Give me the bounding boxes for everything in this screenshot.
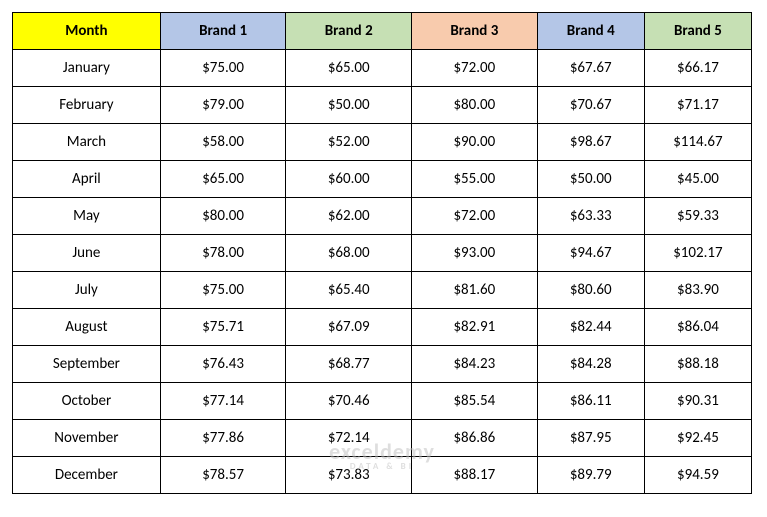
table-row: August$75.71$67.09$82.91$82.44$86.04 [13,309,752,346]
table-row: October$77.14$70.46$85.54$86.11$90.31 [13,383,752,420]
cell-b3: $85.54 [412,383,538,420]
cell-b3: $88.17 [412,457,538,494]
cell-b5: $94.59 [644,457,751,494]
cell-b1: $75.00 [160,272,286,309]
table-header-row: MonthBrand 1Brand 2Brand 3Brand 4Brand 5 [13,13,752,50]
cell-b2: $50.00 [286,87,412,124]
table-row: January$75.00$65.00$72.00$67.67$66.17 [13,50,752,87]
cell-b4: $67.67 [537,50,644,87]
cell-month: March [13,124,161,161]
table-row: May$80.00$62.00$72.00$63.33$59.33 [13,198,752,235]
cell-b4: $80.60 [537,272,644,309]
cell-b3: $90.00 [412,124,538,161]
cell-b5: $66.17 [644,50,751,87]
cell-b5: $86.04 [644,309,751,346]
table-row: September$76.43$68.77$84.23$84.28$88.18 [13,346,752,383]
cell-b5: $92.45 [644,420,751,457]
cell-b5: $83.90 [644,272,751,309]
cell-b4: $84.28 [537,346,644,383]
cell-b1: $76.43 [160,346,286,383]
cell-b4: $82.44 [537,309,644,346]
col-header-b1: Brand 1 [160,13,286,50]
cell-b3: $81.60 [412,272,538,309]
table-row: November$77.86$72.14$86.86$87.95$92.45 [13,420,752,457]
cell-month: April [13,161,161,198]
cell-b2: $67.09 [286,309,412,346]
col-header-b3: Brand 3 [412,13,538,50]
cell-b1: $77.14 [160,383,286,420]
table-row: December$78.57$73.83$88.17$89.79$94.59 [13,457,752,494]
cell-b2: $68.00 [286,235,412,272]
table-row: April$65.00$60.00$55.00$50.00$45.00 [13,161,752,198]
cell-month: July [13,272,161,309]
cell-b1: $65.00 [160,161,286,198]
cell-month: September [13,346,161,383]
col-header-b4: Brand 4 [537,13,644,50]
cell-b1: $75.71 [160,309,286,346]
table-row: February$79.00$50.00$80.00$70.67$71.17 [13,87,752,124]
cell-b4: $50.00 [537,161,644,198]
cell-b5: $90.31 [644,383,751,420]
price-table: MonthBrand 1Brand 2Brand 3Brand 4Brand 5… [12,12,752,494]
cell-b4: $70.67 [537,87,644,124]
cell-b2: $73.83 [286,457,412,494]
cell-b1: $78.57 [160,457,286,494]
cell-b2: $65.40 [286,272,412,309]
cell-month: May [13,198,161,235]
cell-b4: $94.67 [537,235,644,272]
cell-b3: $72.00 [412,50,538,87]
cell-b1: $80.00 [160,198,286,235]
cell-b3: $72.00 [412,198,538,235]
cell-b5: $114.67 [644,124,751,161]
cell-b5: $88.18 [644,346,751,383]
cell-b4: $87.95 [537,420,644,457]
table-row: March$58.00$52.00$90.00$98.67$114.67 [13,124,752,161]
cell-month: June [13,235,161,272]
cell-month: January [13,50,161,87]
cell-b3: $84.23 [412,346,538,383]
cell-b5: $102.17 [644,235,751,272]
cell-b5: $59.33 [644,198,751,235]
cell-month: February [13,87,161,124]
cell-month: October [13,383,161,420]
cell-b3: $55.00 [412,161,538,198]
table-row: July$75.00$65.40$81.60$80.60$83.90 [13,272,752,309]
cell-b1: $77.86 [160,420,286,457]
cell-b1: $78.00 [160,235,286,272]
table-body: January$75.00$65.00$72.00$67.67$66.17Feb… [13,50,752,494]
cell-b2: $52.00 [286,124,412,161]
cell-b5: $45.00 [644,161,751,198]
cell-b4: $89.79 [537,457,644,494]
col-header-b5: Brand 5 [644,13,751,50]
cell-b2: $70.46 [286,383,412,420]
cell-b2: $68.77 [286,346,412,383]
cell-b4: $86.11 [537,383,644,420]
cell-b4: $63.33 [537,198,644,235]
cell-b2: $65.00 [286,50,412,87]
cell-b2: $60.00 [286,161,412,198]
cell-b1: $58.00 [160,124,286,161]
cell-month: August [13,309,161,346]
cell-month: November [13,420,161,457]
cell-b3: $93.00 [412,235,538,272]
table-row: June$78.00$68.00$93.00$94.67$102.17 [13,235,752,272]
cell-b3: $82.91 [412,309,538,346]
cell-b2: $72.14 [286,420,412,457]
cell-b5: $71.17 [644,87,751,124]
col-header-b2: Brand 2 [286,13,412,50]
cell-b2: $62.00 [286,198,412,235]
cell-b4: $98.67 [537,124,644,161]
cell-b3: $80.00 [412,87,538,124]
cell-b1: $75.00 [160,50,286,87]
cell-b3: $86.86 [412,420,538,457]
cell-month: December [13,457,161,494]
cell-b1: $79.00 [160,87,286,124]
table-container: MonthBrand 1Brand 2Brand 3Brand 4Brand 5… [12,12,752,494]
col-header-month: Month [13,13,161,50]
